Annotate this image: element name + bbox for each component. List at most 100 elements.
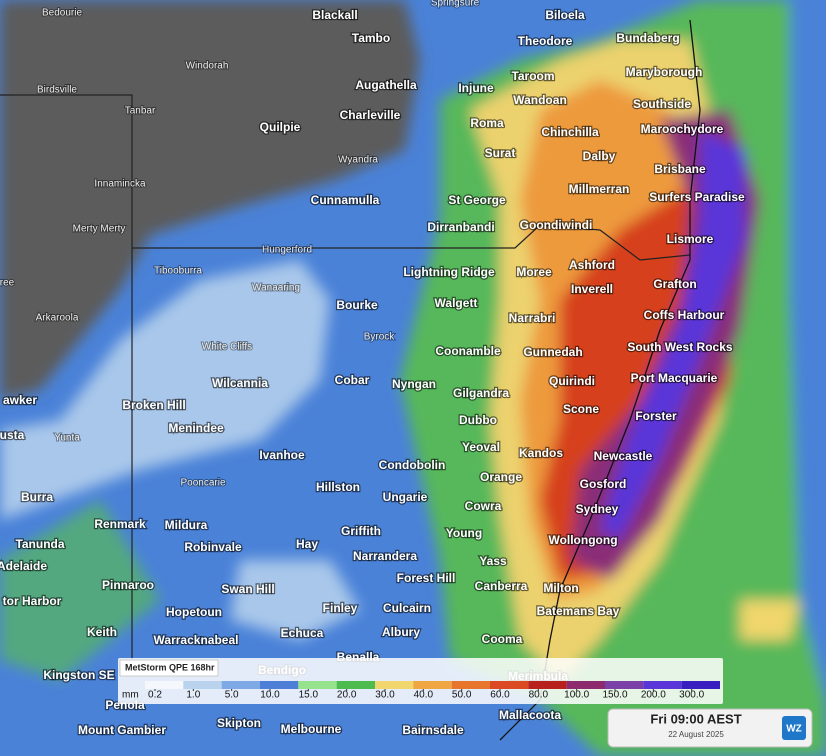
legend-swatch xyxy=(221,681,260,689)
place-label: Quirindi xyxy=(549,374,595,388)
place-label: Griffith xyxy=(341,524,381,538)
place-label: Pooncarie xyxy=(180,478,225,489)
legend-swatch xyxy=(643,681,682,689)
state-borders xyxy=(0,94,691,660)
place-label: Wyandra xyxy=(338,155,378,166)
place-label: Tibooburra xyxy=(154,266,202,277)
place-label: Mildura xyxy=(165,518,208,532)
place-label: usta xyxy=(0,428,25,442)
place-label: Yeoval xyxy=(462,440,500,454)
place-label: Innamincka xyxy=(94,179,146,190)
place-label: Broken Hill xyxy=(122,398,185,412)
place-label: Melbourne xyxy=(281,722,342,736)
place-label: Arkaroola xyxy=(36,313,79,324)
time-label: Fri 09:00 AEST xyxy=(650,711,741,726)
legend-swatch xyxy=(336,681,375,689)
place-label: Yunta xyxy=(54,433,80,444)
place-label: Bairnsdale xyxy=(402,723,464,737)
legend-swatch xyxy=(451,681,490,689)
place-label: Adelaide xyxy=(0,559,47,573)
place-label: Forster xyxy=(635,409,677,423)
place-label: Maroochydore xyxy=(641,122,724,136)
place-label: Lightning Ridge xyxy=(403,265,495,279)
place-label: Biloela xyxy=(545,8,585,22)
place-label: Quilpie xyxy=(260,120,301,134)
legend-swatch xyxy=(566,681,605,689)
place-label: Finley xyxy=(323,601,358,615)
place-label: Millmerran xyxy=(569,182,630,196)
legend-tick-label: 150.0 xyxy=(602,690,627,701)
place-label: Injune xyxy=(458,81,494,95)
place-label: Newcastle xyxy=(594,449,653,463)
place-label: Cobar xyxy=(335,373,370,387)
place-label: Young xyxy=(446,526,482,540)
place-label: Wollongong xyxy=(548,533,617,547)
legend-tick-label: 10.0 xyxy=(260,690,280,701)
place-label: Echuca xyxy=(281,626,324,640)
place-label: Scone xyxy=(563,402,599,416)
place-label: Ivanhoe xyxy=(259,448,305,462)
legend-tick-label: 200.0 xyxy=(641,690,666,701)
time-date: 22 August 2025 xyxy=(668,730,724,739)
place-label: Bedourie xyxy=(42,8,82,19)
place-label: Inverell xyxy=(571,282,613,296)
place-label: Orange xyxy=(480,470,522,484)
legend-swatch xyxy=(681,681,720,689)
place-label: Cowra xyxy=(465,499,502,513)
place-label: Blackall xyxy=(312,8,357,22)
legend-swatch xyxy=(260,681,299,689)
place-label: Wilcannia xyxy=(212,376,268,390)
place-label: Windorah xyxy=(186,61,229,72)
place-label: Theodore xyxy=(518,34,573,48)
place-label: Springsure xyxy=(431,0,480,9)
place-label: Pinnaroo xyxy=(102,578,154,592)
place-label: St George xyxy=(448,193,506,207)
logo-text: WZ xyxy=(786,724,802,735)
place-label: Burra xyxy=(21,490,53,504)
legend-tick-label: 30.0 xyxy=(375,690,395,701)
place-label: Robinvale xyxy=(184,540,242,554)
place-label: Augathella xyxy=(355,78,417,92)
place-label: Goondiwindi xyxy=(520,218,593,232)
place-label: Mallacoota xyxy=(499,708,561,722)
place-label: Batemans Bay xyxy=(537,604,620,618)
logo xyxy=(782,716,806,740)
time-box: Fri 09:00 AEST 22 August 2025 WZ xyxy=(607,708,813,748)
legend-title-box xyxy=(119,659,219,677)
legend-tick-label: 5.0 xyxy=(225,690,239,701)
place-label: Hopetoun xyxy=(166,605,222,619)
place-label: Hay xyxy=(296,537,318,551)
place-label: Gilgandra xyxy=(453,386,509,400)
legend-swatch xyxy=(413,681,452,689)
place-label: Lismore xyxy=(667,232,714,246)
place-label: Bourke xyxy=(336,298,378,312)
place-label: Keith xyxy=(87,625,117,639)
place-label: Cooma xyxy=(482,632,523,646)
place-label: Narrandera xyxy=(353,549,417,563)
place-label: White Cliffs xyxy=(202,342,252,353)
legend-tick-label: 20.0 xyxy=(337,690,357,701)
place-label: South West Rocks xyxy=(627,340,732,354)
place-label: Grafton xyxy=(653,277,696,291)
legend-swatch xyxy=(298,681,337,689)
place-label: Kingston SE xyxy=(43,668,114,682)
place-label: Ungarie xyxy=(383,490,428,504)
place-label: Condobolin xyxy=(379,458,446,472)
place-label: Dirranbandi xyxy=(427,220,494,234)
place-label: Walgett xyxy=(435,296,478,310)
legend-swatch xyxy=(375,681,414,689)
place-label: Dubbo xyxy=(459,413,497,427)
place-label: Wandoan xyxy=(513,93,567,107)
place-label: Bundaberg xyxy=(616,31,679,45)
place-label: Albury xyxy=(382,625,420,639)
place-label: Mount Gambier xyxy=(78,723,166,737)
coastline xyxy=(499,19,701,741)
place-label: Warracknabeal xyxy=(154,633,239,647)
legend-tick-label: 40.0 xyxy=(414,690,434,701)
place-label: Gunnedah xyxy=(523,345,582,359)
place-label: Nyngan xyxy=(392,377,436,391)
place-label: Yass xyxy=(479,554,507,568)
place-label: ree xyxy=(0,278,15,289)
legend-unit: mm xyxy=(122,690,139,701)
